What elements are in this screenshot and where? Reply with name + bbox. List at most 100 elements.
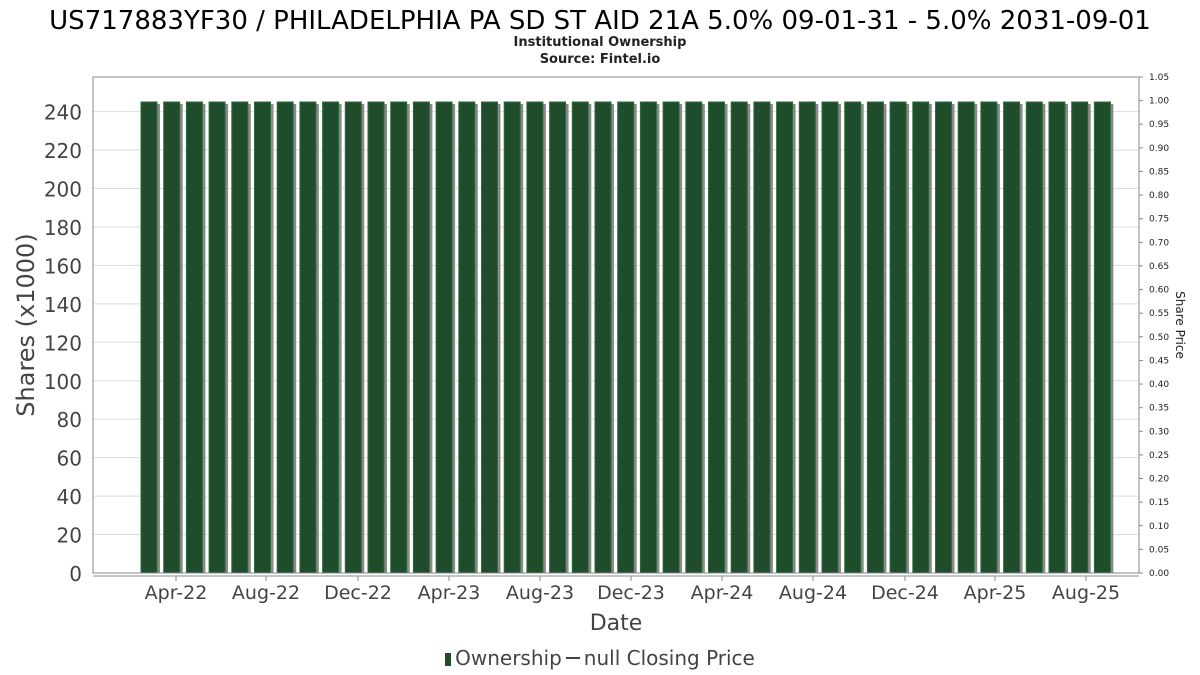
- y-tick-label: 180: [44, 216, 82, 240]
- ownership-bar: [481, 101, 498, 574]
- ownership-bar: [685, 101, 703, 574]
- chart-subtitle: Institutional Ownership: [513, 35, 687, 50]
- y2-tick-label: 0.05: [1149, 545, 1169, 555]
- y2-tick-label: 0.75: [1149, 215, 1169, 225]
- ownership-bar: [935, 101, 952, 574]
- ownership-bar: [844, 101, 862, 574]
- y2-tick-label: 0.40: [1149, 380, 1169, 390]
- y2-tick-label: 1.00: [1149, 97, 1169, 107]
- ownership-bar: [344, 101, 362, 574]
- y2-tick-label: 0.35: [1149, 404, 1169, 414]
- ownership-bar: [617, 101, 635, 574]
- x-tick-label: Dec-23: [597, 582, 665, 604]
- y2-tick-label: 0.00: [1149, 569, 1169, 579]
- plot-border: [92, 76, 1140, 574]
- y-tick-label: 40: [57, 485, 82, 509]
- ownership-bar: [276, 101, 294, 574]
- ownership-bar: [254, 101, 271, 574]
- bar-layer: [140, 101, 1114, 574]
- ownership-bar: [798, 101, 816, 574]
- ownership-bar: [322, 101, 340, 574]
- ownership-bar: [708, 101, 725, 574]
- y2-tick-label: 0.45: [1149, 356, 1169, 366]
- x-axis-label: Date: [590, 611, 643, 636]
- ownership-bar: [866, 101, 884, 574]
- ownership-legend-swatch: [445, 653, 452, 666]
- x-tick-label: Aug-25: [1052, 582, 1120, 604]
- ownership-bar: [526, 101, 544, 574]
- ownership-bar: [957, 101, 975, 574]
- y2-tick-label: 0.25: [1149, 451, 1169, 461]
- ownership-bar: [753, 101, 771, 574]
- ownership-bar: [730, 101, 748, 574]
- axis-layer: 0 20 40 60 80 100 120 140 160 180 200 220 240 0.00 0.0…: [44, 73, 1170, 604]
- ownership-bar: [208, 101, 226, 574]
- chart-source: Source: Fintel.io: [539, 52, 661, 67]
- ownership-bar: [912, 101, 930, 574]
- y2-tick-label: 0.95: [1149, 120, 1169, 130]
- y-tick-label: 120: [44, 331, 82, 355]
- y2-tick-label: 1.05: [1149, 73, 1169, 83]
- x-tick-label: Aug-23: [506, 582, 574, 604]
- ownership-bar: [594, 101, 612, 574]
- ownership-bar: [1003, 101, 1021, 574]
- y-tick-label: 80: [57, 408, 82, 432]
- ownership-bar: [1093, 101, 1111, 574]
- y2-tick-label: 0.10: [1149, 522, 1169, 532]
- y2-axis-label: Share Price: [1173, 291, 1187, 359]
- ownership-bar: [1025, 101, 1043, 574]
- y2-tick-label: 0.55: [1149, 309, 1169, 319]
- y-tick-label: 0: [69, 562, 82, 586]
- x-tick-label: Dec-24: [871, 582, 939, 604]
- ownership-bar: [163, 101, 181, 574]
- ownership-bar: [821, 101, 839, 574]
- y2-tick-label: 0.60: [1149, 286, 1169, 296]
- ownership-bar: [412, 101, 430, 574]
- y-tick-label: 220: [44, 139, 82, 163]
- ownership-bar: [571, 101, 589, 574]
- y2-tick-label: 0.50: [1149, 333, 1169, 343]
- ownership-bar: [639, 101, 657, 574]
- x-tick-label: Aug-22: [232, 582, 300, 604]
- y2-tick-label: 0.70: [1149, 238, 1169, 248]
- x-tick-label: Dec-22: [324, 582, 392, 604]
- y2-tick-label: 0.15: [1149, 498, 1169, 508]
- y2-tick-label: 0.85: [1149, 167, 1169, 177]
- ownership-bar: [980, 101, 998, 574]
- ownership-bar: [458, 101, 476, 574]
- x-tick-label: Apr-25: [964, 582, 1027, 604]
- ownership-bar: [662, 101, 680, 574]
- y2-tick-label: 0.65: [1149, 262, 1169, 272]
- ownership-bar: [549, 101, 567, 574]
- y-tick-label: 60: [57, 447, 82, 471]
- y-tick-label: 160: [44, 254, 82, 278]
- ownership-bar: [776, 101, 794, 574]
- y-tick-label: 240: [44, 101, 82, 125]
- ownership-bar: [299, 101, 317, 574]
- ownership-bar: [435, 101, 453, 574]
- x-tick-label: Apr-24: [691, 582, 754, 604]
- price-legend-swatch: [565, 657, 580, 659]
- y2-tick-label: 0.80: [1149, 191, 1169, 201]
- ownership-bar: [889, 101, 907, 574]
- ownership-bar: [231, 101, 249, 574]
- x-tick-label: Aug-24: [779, 582, 847, 604]
- legend-closing-price: null Closing Price: [583, 646, 755, 670]
- legend: Ownership null Closing Price: [0, 646, 1200, 670]
- y2-tick-label: 0.90: [1149, 144, 1169, 154]
- y-tick-label: 140: [44, 293, 82, 317]
- ownership-bar: [503, 101, 521, 574]
- legend-ownership: Ownership: [455, 646, 562, 670]
- x-tick-label: Apr-22: [145, 582, 208, 604]
- y-tick-label: 200: [44, 178, 82, 202]
- y-tick-label: 20: [57, 524, 82, 548]
- chart-title: US717883YF30 / PHILADELPHIA PA SD ST AID…: [49, 6, 1151, 36]
- ownership-bar: [140, 101, 158, 574]
- ownership-bar: [185, 101, 203, 574]
- y2-tick-label: 0.20: [1149, 475, 1169, 485]
- y-axis-label: Shares (x1000): [12, 233, 40, 416]
- ownership-bar: [1071, 101, 1089, 574]
- ownership-bar: [390, 101, 408, 574]
- x-tick-label: Apr-23: [418, 582, 481, 604]
